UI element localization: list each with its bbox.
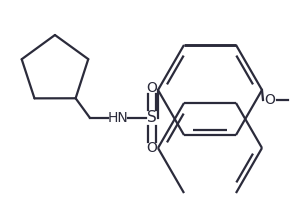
Text: O: O [147,141,158,155]
Text: O: O [147,81,158,95]
Text: O: O [265,93,275,107]
Text: HN: HN [108,111,128,125]
Text: S: S [147,111,157,125]
